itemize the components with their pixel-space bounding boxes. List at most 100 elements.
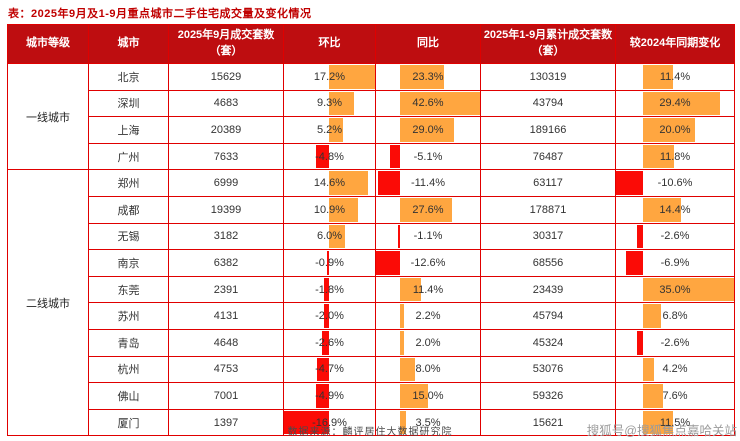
header-city-tier: 城市等级 <box>7 24 89 64</box>
percent-value: -11.4% <box>410 177 446 190</box>
chg-cell: 11.8% <box>615 142 735 171</box>
percent-value: 17.2% <box>313 70 346 83</box>
table-row: 杭州 4753 -4.7% 8.0% 53076 4.2% <box>8 355 735 384</box>
percent-value: 42.6% <box>412 97 444 110</box>
percent-value: 23.3% <box>412 70 444 83</box>
negative-data-bar <box>323 304 330 328</box>
sales-sep-cell: 7001 <box>168 382 284 410</box>
percent-value: 3.5% <box>415 416 441 429</box>
positive-data-bar <box>643 304 662 328</box>
table-row: 厦门 1397 -16.9% 3.5% 15621 11.5% <box>8 408 735 437</box>
sales-cum-cell: 45794 <box>480 302 616 330</box>
sales-sep-cell: 4683 <box>168 89 284 118</box>
table-row: 东莞 2391 -1.8% 11.4% 23439 35.0% <box>8 275 735 304</box>
negative-data-bar <box>397 224 400 249</box>
percent-value: -16.9% <box>312 416 347 429</box>
sales-cum-cell: 189166 <box>480 116 616 144</box>
percent-value: 11.4% <box>412 283 444 296</box>
negative-data-bar <box>636 330 644 355</box>
data-source: 数据来源：麟评居住大数据研究院 <box>287 427 453 438</box>
table-row: 二线城市 郑州 6999 14.6% -11.4% 63117 -10.6% <box>7 169 735 437</box>
percent-value: 14.6% <box>313 177 346 190</box>
positive-data-bar <box>329 171 369 195</box>
city-cell: 广州 <box>88 142 169 171</box>
positive-data-bar <box>643 65 673 89</box>
city-cell: 北京 <box>88 63 169 91</box>
sales-cum-cell: 23439 <box>480 275 616 304</box>
yoy-cell: -12.6% <box>375 249 481 277</box>
mom-cell: 14.6% <box>283 169 376 197</box>
percent-value: -2.6% <box>315 336 344 349</box>
percent-value: 2.0% <box>415 336 441 349</box>
chg-cell: 29.4% <box>615 89 735 118</box>
positive-data-bar <box>329 224 346 249</box>
yoy-cell: -11.4% <box>375 169 481 197</box>
yoy-cell: -5.1% <box>375 142 481 171</box>
negative-data-bar <box>636 224 644 249</box>
mom-cell: -0.9% <box>283 249 376 277</box>
city-cell: 成都 <box>88 195 169 224</box>
mom-cell: 10.9% <box>283 195 376 224</box>
table-body: 一线城市 北京 15629 17.2% 23.3% 130319 11.4% 深圳 4683 9.… <box>7 62 735 437</box>
negative-data-bar <box>316 357 330 382</box>
percent-value: -0.9% <box>315 256 344 269</box>
header-yoy: 同比 <box>375 24 481 64</box>
sales-cum-cell: 30317 <box>480 222 616 251</box>
positive-data-bar <box>399 384 428 408</box>
sales-cum-cell: 59326 <box>480 382 616 410</box>
positive-data-bar <box>399 65 444 89</box>
sales-cum-cell: 68556 <box>480 249 616 277</box>
city-cell: 杭州 <box>88 355 169 384</box>
percent-value: -2.0% <box>315 310 344 323</box>
chg-cell: 7.6% <box>615 382 735 410</box>
sales-cum-cell: 43794 <box>480 89 616 118</box>
negative-data-bar <box>284 410 330 435</box>
mom-cell: -2.0% <box>283 302 376 330</box>
percent-value: -4.8% <box>315 150 344 163</box>
mom-cell: 5.2% <box>283 116 376 144</box>
city-cell: 南京 <box>88 249 169 277</box>
table-title: 表：2025年9月及1-9月重点城市二手住宅成交量及变化情况 <box>8 8 312 20</box>
percent-value: -6.9% <box>660 256 690 269</box>
city-cell: 苏州 <box>88 302 169 330</box>
negative-data-bar <box>322 330 330 355</box>
sales-cum-cell: 63117 <box>480 169 616 197</box>
percent-value: 7.6% <box>662 389 688 402</box>
mom-cell: 9.3% <box>283 89 376 118</box>
negative-data-bar <box>316 384 330 408</box>
positive-data-bar <box>643 144 674 169</box>
positive-data-bar <box>329 65 375 89</box>
sales-sep-cell: 15629 <box>168 63 284 91</box>
sales-sep-cell: 7633 <box>168 142 284 171</box>
table-row: 深圳 4683 9.3% 42.6% 43794 29.4% <box>8 89 735 118</box>
positive-data-bar <box>399 91 480 116</box>
percent-value: 6.8% <box>662 310 688 323</box>
yoy-cell: 29.0% <box>375 116 481 144</box>
positive-data-bar <box>329 91 354 116</box>
negative-data-bar <box>625 251 644 275</box>
sales-cum-cell: 178871 <box>480 195 616 224</box>
table-row: 成都 19399 10.9% 27.6% 178871 14.4% <box>8 195 735 224</box>
percent-value: 15.0% <box>412 389 444 402</box>
percent-value: -1.1% <box>413 230 443 243</box>
percent-value: -10.6% <box>657 177 693 190</box>
percent-value: -12.6% <box>410 256 446 269</box>
chg-cell: 6.8% <box>615 302 735 330</box>
sales-sep-cell: 1397 <box>168 408 284 437</box>
sales-sep-cell: 3182 <box>168 222 284 251</box>
city-cell: 无锡 <box>88 222 169 251</box>
percent-value: -1.8% <box>315 283 344 296</box>
yoy-cell: 42.6% <box>375 89 481 118</box>
positive-data-bar <box>643 91 720 116</box>
sales-sep-cell: 19399 <box>168 195 284 224</box>
sales-cum-cell: 53076 <box>480 355 616 384</box>
mom-cell: 6.0% <box>283 222 376 251</box>
table-row: 一线城市 北京 15629 17.2% 23.3% 130319 11.4% <box>7 62 735 171</box>
sales-sep-cell: 2391 <box>168 275 284 304</box>
city-cell: 厦门 <box>88 408 169 437</box>
percent-value: -2.6% <box>660 336 690 349</box>
percent-value: 9.3% <box>316 97 343 110</box>
percent-value: 20.0% <box>659 123 691 136</box>
positive-data-bar <box>399 410 407 435</box>
negative-data-bar <box>378 171 400 195</box>
